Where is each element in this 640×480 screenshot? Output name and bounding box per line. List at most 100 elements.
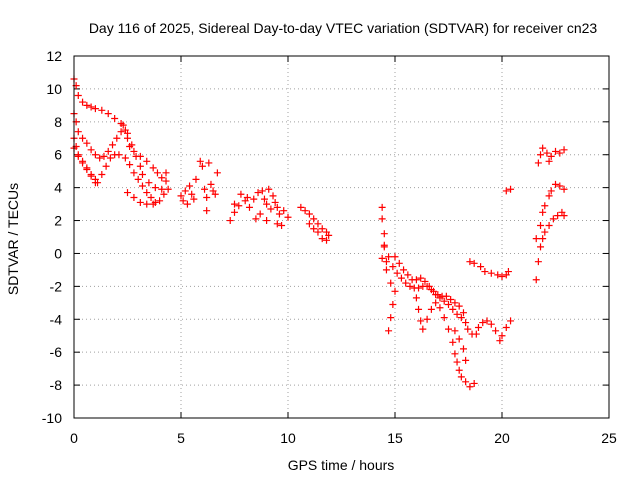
data-point — [419, 325, 427, 333]
data-point — [387, 279, 395, 287]
data-point — [113, 134, 121, 142]
data-point — [138, 182, 146, 190]
data-point — [256, 210, 264, 218]
data-points-layer — [70, 75, 568, 391]
data-point — [554, 212, 562, 220]
data-point — [442, 292, 450, 300]
data-point — [382, 258, 390, 266]
data-point — [494, 271, 502, 279]
data-point — [91, 151, 99, 159]
data-point — [273, 203, 281, 211]
data-point — [74, 152, 82, 160]
data-point — [498, 272, 506, 280]
series-cluster-5h — [177, 157, 221, 215]
data-point — [134, 175, 142, 183]
y-tick-label: -4 — [50, 311, 63, 327]
y-tick-label: 0 — [54, 245, 62, 261]
x-tick-label: 5 — [177, 430, 185, 446]
data-point — [496, 337, 504, 345]
x-tick-label: 20 — [494, 430, 510, 446]
data-point — [79, 159, 87, 167]
data-point — [124, 129, 131, 137]
data-point — [136, 162, 144, 170]
data-point — [417, 317, 425, 325]
data-point — [466, 383, 474, 391]
data-point — [158, 185, 166, 193]
data-point — [301, 207, 309, 215]
data-point — [385, 327, 393, 335]
data-point — [539, 144, 547, 152]
data-point — [507, 317, 515, 325]
data-point — [378, 203, 386, 211]
data-point — [115, 151, 123, 159]
data-point — [284, 213, 292, 221]
data-point — [545, 221, 553, 229]
data-point — [556, 149, 564, 157]
data-point — [537, 243, 545, 251]
data-point — [271, 198, 279, 206]
data-point — [102, 162, 110, 170]
data-point — [449, 338, 457, 346]
data-point — [235, 202, 243, 210]
data-point — [128, 141, 136, 149]
data-point — [395, 259, 403, 267]
data-point — [156, 197, 164, 205]
data-point — [196, 157, 204, 165]
data-point — [483, 317, 491, 325]
data-point — [158, 174, 166, 182]
data-point — [385, 253, 393, 261]
data-point — [472, 330, 480, 338]
data-point — [462, 319, 470, 327]
data-point — [451, 299, 459, 307]
series-segment-19h — [466, 258, 512, 280]
data-point — [237, 190, 245, 198]
data-point — [556, 182, 564, 190]
data-point — [278, 221, 286, 229]
data-point — [534, 159, 542, 167]
data-point — [477, 263, 485, 271]
data-point — [265, 185, 273, 193]
ticks-layer: 0 5 10 15 20 25 -10 -8 -6 -4 -2 0 2 4 6 8 10 12 — [42, 48, 617, 446]
x-tick-label: 0 — [70, 430, 78, 446]
data-point — [560, 185, 568, 193]
data-point — [263, 217, 271, 225]
data-point — [502, 324, 510, 331]
data-point — [318, 235, 326, 243]
data-point — [389, 263, 397, 271]
data-point — [136, 198, 144, 206]
data-point — [382, 266, 390, 274]
data-point — [492, 327, 500, 335]
data-point — [380, 241, 388, 249]
data-point — [98, 170, 106, 178]
data-point — [201, 185, 209, 193]
data-point — [415, 284, 423, 292]
series-segment-22h-high — [534, 144, 568, 167]
data-point — [481, 268, 489, 276]
data-point — [83, 166, 91, 174]
data-point — [412, 294, 420, 302]
data-point — [164, 185, 172, 193]
series-segment-22h-mid — [532, 180, 568, 243]
data-point — [74, 128, 82, 136]
data-point — [258, 187, 266, 195]
data-point — [445, 325, 452, 333]
data-point — [231, 208, 238, 216]
data-point — [504, 268, 512, 276]
data-point — [243, 194, 251, 202]
data-point — [231, 200, 238, 208]
data-point — [427, 305, 435, 313]
data-point — [507, 185, 515, 193]
plot-frame — [73, 55, 610, 419]
data-point — [537, 221, 545, 229]
data-point — [447, 296, 455, 304]
x-tick-label: 15 — [387, 430, 403, 446]
y-tick-label: -8 — [50, 377, 63, 393]
data-point — [130, 147, 138, 155]
data-point — [451, 327, 459, 335]
data-point — [74, 91, 82, 99]
data-point — [457, 373, 465, 381]
y-axis-label: SDTVAR / TECUs — [5, 183, 21, 295]
data-point — [397, 274, 405, 282]
x-axis-label: GPS time / hours — [288, 457, 395, 473]
data-point — [130, 169, 138, 177]
